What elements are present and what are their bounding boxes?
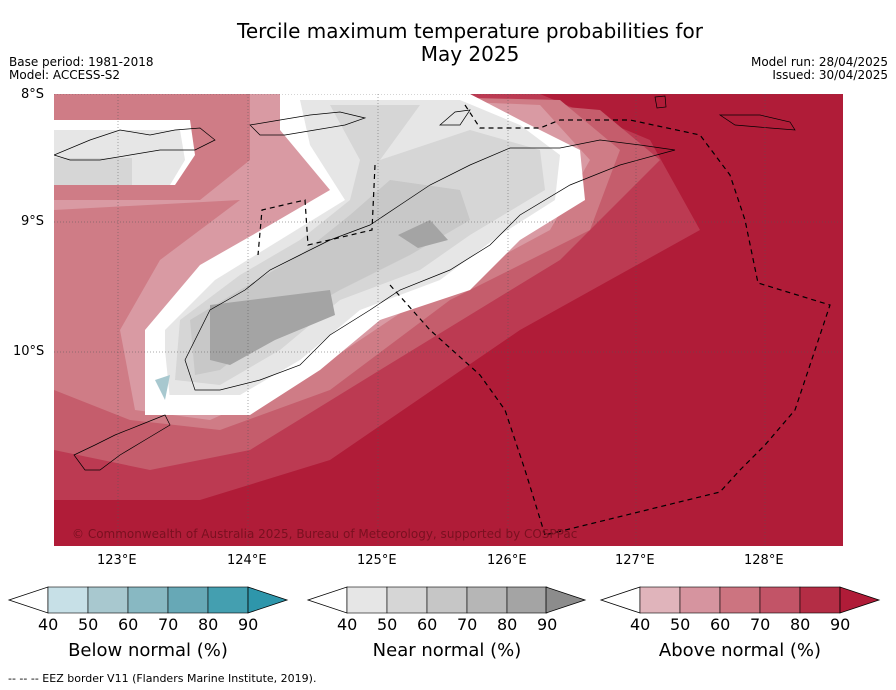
colorbar-above-segments	[639, 586, 841, 614]
colorbar-near-tick: 40	[337, 615, 358, 634]
colorbar-near-segment	[426, 586, 468, 614]
colorbar-near-tick: 90	[537, 615, 558, 634]
map-title: Tercile maximum temperature probabilitie…	[200, 20, 740, 66]
colorbar-below-label: Below normal (%)	[68, 640, 228, 661]
colorbar-below-tick: 60	[118, 615, 139, 634]
colorbar-near-tick: 70	[457, 615, 478, 634]
colorbar-near-tick: 80	[497, 615, 518, 634]
babar-coast	[718, 114, 796, 131]
colorbar-above-tick: 90	[830, 615, 851, 634]
gridlines	[54, 94, 843, 546]
title-line-2: May 2025	[420, 42, 520, 66]
lon-label-126e: 126°E	[487, 553, 527, 568]
colorbar-near-max-arrow	[545, 586, 587, 614]
lat-label-10s: 10°S	[13, 344, 45, 359]
eez-line-east	[464, 104, 831, 536]
colorbar-above-min-arrow	[599, 586, 641, 614]
colorbar-below-tick: 40	[38, 615, 59, 634]
near-50-west	[54, 158, 132, 185]
colorbar-near-segment	[346, 586, 388, 614]
colorbar-below-segment	[87, 586, 129, 614]
near-80-core	[210, 290, 335, 365]
colorbar-near-segments	[346, 586, 548, 614]
colorbar-below-tick: 70	[158, 615, 179, 634]
colorbar-above-label: Above normal (%)	[658, 640, 822, 661]
colorbar-near-segment	[386, 586, 428, 614]
colorbar-below-min-arrow	[7, 586, 49, 614]
title-line-1: Tercile maximum temperature probabilitie…	[237, 19, 703, 43]
eez-footnote: -- -- -- EEZ border V11 (Flanders Marine…	[8, 672, 317, 685]
colorbar-near-label: Near normal (%)	[372, 640, 522, 661]
lon-label-127e: 127°E	[615, 553, 655, 568]
colorbar-near	[306, 586, 587, 614]
colorbar-near-tick: 60	[417, 615, 438, 634]
lon-label-124e: 124°E	[227, 553, 267, 568]
model-run: Model run: 28/04/2025	[750, 55, 888, 69]
colorbar-above-tick: 50	[670, 615, 691, 634]
colorbar-near-min-arrow	[306, 586, 348, 614]
colorbar-above-tick: 80	[790, 615, 811, 634]
near-80-patch	[398, 220, 448, 248]
eez-line-south	[389, 284, 546, 536]
colorbar-below-segment	[127, 586, 169, 614]
lon-label-128e: 128°E	[744, 553, 784, 568]
colorbar-near-tick: 50	[377, 615, 398, 634]
meta-left: Base period: 1981-2018 Model: ACCESS-S2	[9, 56, 154, 82]
flores-coast	[54, 127, 216, 161]
colorbar-below-segments	[47, 586, 249, 614]
colorbar-above-segment	[799, 586, 841, 614]
colorbar-above-tick: 60	[710, 615, 731, 634]
colorbar-above-tick: 40	[630, 615, 651, 634]
lat-label-8s: 8°S	[21, 87, 45, 102]
islet-coast	[654, 95, 667, 109]
colorbar-above-max-arrow	[839, 586, 881, 614]
lat-label-9s: 9°S	[21, 214, 45, 229]
probability-field: © Commonwealth of Australia 2025, Bureau…	[54, 94, 843, 546]
colorbar-below-tick: 90	[238, 615, 259, 634]
colorbar-below-tick: 50	[78, 615, 99, 634]
colorbar-near-segment	[506, 586, 548, 614]
meta-right: Model run: 28/04/2025 Issued: 30/04/2025	[751, 56, 888, 82]
colorbar-below	[7, 586, 289, 614]
eez-border	[257, 104, 831, 536]
sumba-west-coast	[73, 414, 171, 471]
timor-coast	[184, 139, 676, 391]
model-name: Model: ACCESS-S2	[9, 68, 121, 82]
colorbar-above-segment	[679, 586, 721, 614]
colorbar-near-segment	[466, 586, 508, 614]
below-50-patch	[155, 375, 170, 400]
colorbar-above-segment	[759, 586, 801, 614]
colorbar-above	[599, 586, 881, 614]
copyright-notice: © Commonwealth of Australia 2025, Bureau…	[72, 527, 577, 541]
coastlines	[54, 95, 796, 471]
issued-date: Issued: 30/04/2025	[772, 68, 888, 82]
eez-line-oecusse	[257, 164, 376, 256]
colorbar-below-max-arrow	[247, 586, 289, 614]
colorbar-below-segment	[167, 586, 209, 614]
colorbar-above-segment	[719, 586, 761, 614]
colorbar-above-segment	[639, 586, 681, 614]
colorbar-above-tick: 70	[750, 615, 771, 634]
lon-label-123e: 123°E	[97, 553, 137, 568]
colorbar-below-tick: 80	[198, 615, 219, 634]
alor-coast	[249, 111, 367, 136]
colorbar-below-segment	[47, 586, 89, 614]
colorbar-below-segment	[207, 586, 249, 614]
wetar-coast	[439, 109, 471, 126]
base-period: Base period: 1981-2018	[9, 55, 154, 69]
lon-label-125e: 125°E	[357, 553, 397, 568]
